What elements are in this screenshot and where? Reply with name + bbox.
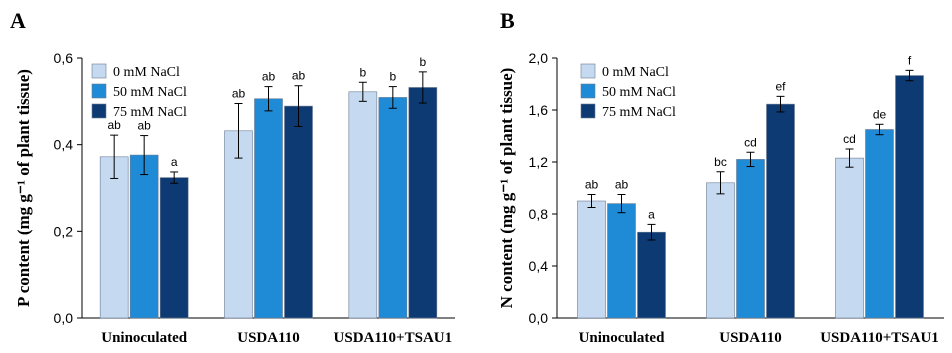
legend-swatch (91, 103, 107, 119)
significance-label: de (873, 107, 887, 121)
y-tick-label: 0,2 (54, 223, 74, 239)
significance-label: bc (714, 155, 727, 169)
legend-label: 75 mM NaCl (113, 105, 187, 120)
y-tick-label: 0,8 (529, 206, 549, 222)
significance-label: cd (843, 132, 856, 146)
legend-swatch (580, 103, 596, 119)
y-axis-label: P content (mg g⁻¹ of plant tissue) (14, 69, 33, 307)
y-axis-label: N content (mg g⁻¹ of plant tissue) (497, 68, 516, 309)
y-tick-label: 0,4 (54, 137, 74, 153)
bar (895, 75, 924, 319)
bar (766, 103, 795, 319)
x-tick-label: USDA110+TSAU1 (820, 330, 939, 346)
legend-label: 50 mM NaCl (113, 85, 187, 100)
bar (224, 130, 253, 319)
legend-swatch (91, 83, 107, 99)
x-tick-label: USDA110+TSAU1 (334, 330, 453, 346)
legend-swatch (580, 63, 596, 79)
significance-label: ab (292, 69, 306, 83)
bar (378, 97, 408, 319)
bar (835, 157, 864, 319)
legend-swatch (91, 63, 107, 79)
y-tick-label: 1,2 (529, 154, 549, 170)
panel-b: B 0,0 0,4 0,8 1,2 1,6 2,0 N content (mg g⁻¹ of … (497, 8, 944, 346)
bar (159, 177, 189, 319)
significance-label: ab (137, 119, 151, 133)
panel-letter: A (10, 8, 26, 33)
bar (736, 159, 765, 319)
y-tick-label: 1,6 (529, 102, 549, 118)
significance-label: b (419, 55, 426, 69)
legend-swatch (580, 83, 596, 99)
significance-label: a (171, 155, 178, 169)
significance-label: ab (615, 178, 629, 192)
bar (637, 231, 666, 319)
x-tick-label: Uninoculated (101, 330, 188, 346)
significance-label: b (389, 70, 396, 84)
significance-label: ab (107, 118, 121, 132)
bar (348, 91, 378, 319)
panel-letter: B (500, 8, 515, 33)
significance-label: cd (744, 135, 757, 149)
bar (607, 203, 636, 319)
x-tick-label: USDA110 (237, 330, 300, 346)
significance-label: ab (232, 87, 246, 101)
legend-label: 50 mM NaCl (602, 85, 676, 100)
bar (577, 200, 606, 319)
significance-label: ab (262, 70, 276, 84)
x-tick-label: Uninoculated (579, 330, 666, 346)
y-tick-label: 0,0 (54, 310, 74, 326)
x-tick-label: USDA110 (719, 330, 782, 346)
bar (408, 87, 438, 319)
significance-label: b (359, 65, 366, 79)
significance-label: f (908, 53, 912, 67)
bar (706, 182, 735, 319)
legend-label: 75 mM NaCl (602, 105, 676, 120)
y-tick-label: 0,4 (529, 258, 549, 274)
legend-label: 0 mM NaCl (602, 65, 669, 80)
bar (865, 129, 894, 319)
bar (284, 105, 313, 319)
panel-a: A 0,0 0,2 0,4 0,6 P content (mg g⁻¹ of plant … (10, 8, 455, 346)
bar (99, 156, 129, 319)
legend-label: 0 mM NaCl (113, 65, 180, 80)
significance-label: a (648, 207, 655, 221)
y-tick-label: 2,0 (529, 50, 549, 66)
bar (129, 154, 159, 319)
y-tick-label: 0,6 (54, 50, 74, 66)
y-tick-label: 0,0 (529, 310, 549, 326)
significance-label: ab (585, 178, 599, 192)
significance-label: ef (775, 79, 786, 93)
bar (254, 98, 283, 319)
